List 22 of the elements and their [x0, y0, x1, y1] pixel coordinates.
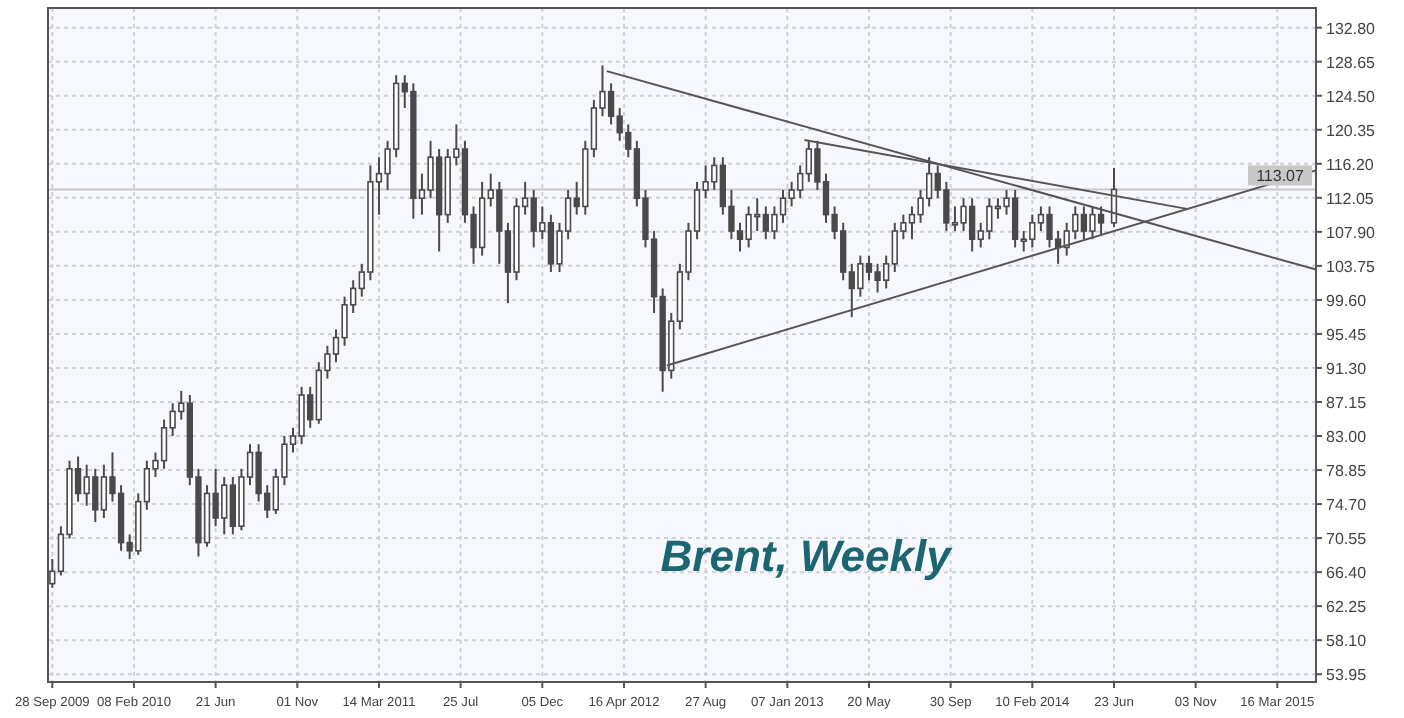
y-tick-label: 107.90: [1326, 223, 1377, 242]
y-tick-label: 66.40: [1326, 564, 1368, 583]
y-tick-label: 95.45: [1326, 325, 1368, 344]
text: Brent, Weekly: [660, 531, 955, 582]
ref-line-label: 113.07: [1256, 167, 1305, 186]
y-tick-label: 62.25: [1326, 598, 1368, 617]
y-tick-label: 99.60: [1326, 291, 1368, 310]
y-tick-label: 91.30: [1326, 359, 1368, 378]
y-tick-label: 83.00: [1326, 428, 1368, 447]
y-tick-label: 128.65: [1326, 53, 1377, 72]
y-tick-label: 74.70: [1326, 496, 1368, 515]
y-tick-label: 53.95: [1326, 666, 1368, 685]
y-tick-label: 112.05: [1326, 189, 1375, 208]
y-tick-label: 120.35: [1326, 121, 1377, 140]
y-tick-label: 116.20: [1326, 155, 1375, 174]
y-tick-label: 87.15: [1326, 393, 1368, 412]
y-tick-label: 124.50: [1326, 87, 1377, 106]
y-tick-label: 58.10: [1326, 632, 1368, 651]
y-tick-label: 132.80: [1326, 19, 1377, 38]
y-tick-label: 103.75: [1326, 257, 1377, 276]
y-tick-label: 78.85: [1326, 462, 1368, 481]
y-tick-label: 70.55: [1326, 530, 1368, 549]
